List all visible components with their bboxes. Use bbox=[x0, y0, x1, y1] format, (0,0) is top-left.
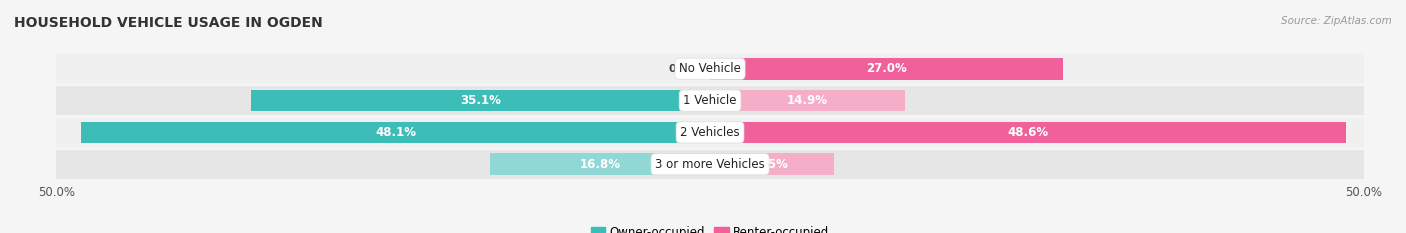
Bar bbox=[491, 153, 710, 175]
Text: No Vehicle: No Vehicle bbox=[679, 62, 741, 75]
Text: 0.0%: 0.0% bbox=[669, 64, 700, 74]
Text: 27.0%: 27.0% bbox=[866, 62, 907, 75]
Text: 9.5%: 9.5% bbox=[755, 158, 789, 171]
Bar bbox=[710, 90, 905, 111]
Text: Source: ZipAtlas.com: Source: ZipAtlas.com bbox=[1281, 16, 1392, 26]
Text: 35.1%: 35.1% bbox=[460, 94, 501, 107]
Legend: Owner-occupied, Renter-occupied: Owner-occupied, Renter-occupied bbox=[586, 221, 834, 233]
Bar bbox=[56, 86, 1364, 115]
Bar bbox=[56, 118, 1364, 147]
Bar bbox=[710, 58, 1063, 80]
Text: HOUSEHOLD VEHICLE USAGE IN OGDEN: HOUSEHOLD VEHICLE USAGE IN OGDEN bbox=[14, 16, 323, 30]
Bar bbox=[82, 122, 710, 143]
Bar bbox=[56, 54, 1364, 83]
Text: 48.1%: 48.1% bbox=[375, 126, 416, 139]
Text: 14.9%: 14.9% bbox=[787, 94, 828, 107]
Bar bbox=[56, 150, 1364, 179]
Bar bbox=[710, 122, 1346, 143]
Bar bbox=[252, 90, 710, 111]
Text: 2 Vehicles: 2 Vehicles bbox=[681, 126, 740, 139]
Text: 3 or more Vehicles: 3 or more Vehicles bbox=[655, 158, 765, 171]
Text: 16.8%: 16.8% bbox=[579, 158, 620, 171]
Text: 48.6%: 48.6% bbox=[1007, 126, 1049, 139]
Text: 1 Vehicle: 1 Vehicle bbox=[683, 94, 737, 107]
Bar bbox=[710, 153, 834, 175]
